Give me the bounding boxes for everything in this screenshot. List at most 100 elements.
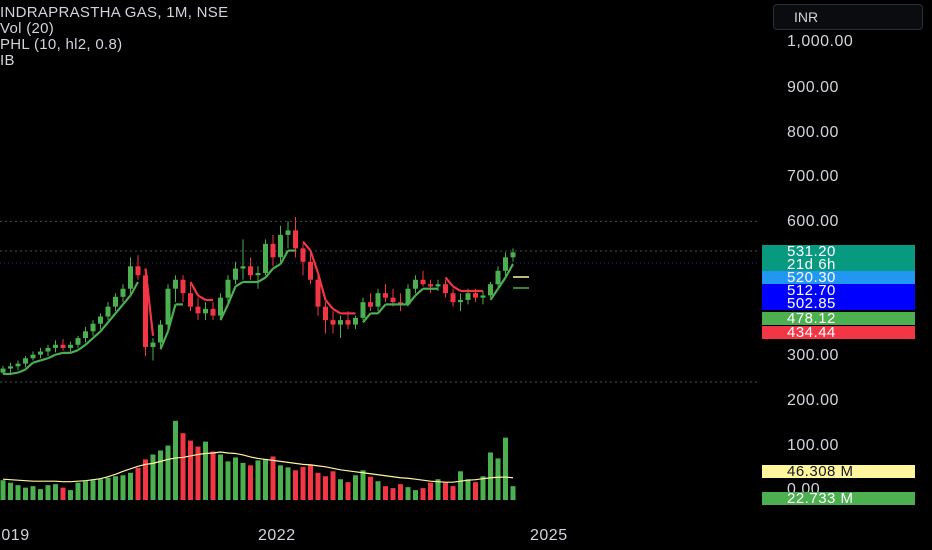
price-label-502: 502.85: [762, 297, 915, 310]
candle-body: [0, 368, 6, 373]
candle-body: [113, 296, 118, 307]
price-chart[interactable]: [0, 0, 760, 550]
candle-body: [405, 288, 411, 305]
candle-body: [105, 306, 111, 317]
candle-body: [165, 288, 171, 325]
candle-body: [375, 293, 381, 307]
phl-indicator-label[interactable]: PHL (10, hl2, 0.8): [0, 36, 123, 53]
phl-line: [122, 294, 132, 306]
candle-body: [443, 284, 448, 294]
price-tick: 300.00: [787, 347, 839, 364]
candle-body: [293, 230, 298, 249]
phl-line: [272, 263, 282, 270]
candle-body: [240, 266, 246, 269]
phl-line: [264, 267, 274, 279]
price-label-520: 520.30: [762, 271, 915, 284]
candle-body: [135, 266, 141, 276]
candle-body: [15, 363, 21, 367]
volume-bar: [113, 476, 118, 500]
phl-line: [444, 276, 454, 288]
volume-bar: [30, 486, 36, 500]
phl-line: [414, 287, 424, 297]
volume-bar: [383, 486, 388, 500]
candle-body: [23, 358, 28, 364]
volume-bar: [495, 458, 501, 500]
volume-bar: [390, 488, 396, 500]
volume-bar: [233, 457, 238, 500]
volume-bar: [285, 467, 291, 500]
candle-body: [60, 344, 66, 348]
price-tick: 900.00: [787, 79, 839, 96]
volume-bar: [503, 437, 508, 500]
candle-body: [323, 306, 328, 321]
candle-body: [338, 320, 343, 325]
phl-line: [129, 281, 139, 296]
candle-body: [180, 279, 186, 294]
volume-bar: [173, 420, 178, 500]
volume-indicator-label[interactable]: Vol (20): [0, 20, 55, 37]
candle-body: [300, 248, 306, 262]
candle-body: [458, 299, 463, 303]
symbol-title[interactable]: INDRAPRASTHA GAS, 1M, NSE: [0, 4, 229, 21]
volume-bar: [83, 481, 88, 500]
volume-bar: [330, 471, 336, 500]
phl-line: [40, 357, 49, 362]
volume-bar: [150, 454, 156, 500]
volume-bar: [345, 482, 351, 500]
candle-body: [173, 279, 178, 289]
phl-line: [377, 303, 387, 315]
volume-bar: [60, 487, 66, 500]
volume-bar: [375, 481, 381, 500]
volume-bar: [308, 464, 313, 500]
price-tick: 100.00: [787, 437, 839, 454]
last-price-label: 531.20: [762, 245, 915, 258]
candle-body: [90, 323, 96, 332]
currency-button[interactable]: INR: [773, 4, 923, 30]
price-tick: 800.00: [787, 124, 839, 141]
candle-body: [503, 257, 508, 271]
candle-body: [488, 284, 493, 296]
volume-bar: [360, 470, 366, 500]
candle-body: [480, 295, 486, 298]
candle-body: [128, 266, 133, 289]
phl-line: [107, 312, 117, 324]
volume-bar: [8, 482, 13, 500]
phl-line: [70, 349, 79, 354]
phl-line: [234, 281, 244, 288]
volume-bar: [270, 456, 276, 500]
phl-line: [279, 250, 289, 265]
price-label-512: 512.70: [762, 284, 915, 297]
candle-body: [473, 293, 478, 298]
phl-line: [489, 288, 499, 301]
candle-body: [285, 230, 291, 235]
candle-body: [330, 320, 336, 325]
volume-bar: [510, 486, 516, 500]
volume-bar: [263, 458, 268, 500]
volume-bar: [428, 482, 433, 500]
phl-line: [55, 351, 64, 356]
phl-line: [144, 268, 155, 336]
phl-line: [452, 285, 462, 292]
volume-bar: [353, 475, 358, 500]
price-tick: 700.00: [787, 168, 839, 185]
phl-support-label: 478.12: [762, 312, 915, 325]
phl-line: [17, 368, 26, 374]
volume-ma-label: 46.308 M: [762, 465, 915, 478]
phl-line: [114, 303, 124, 315]
volume-bar: [120, 475, 126, 500]
candle-body: [45, 347, 51, 352]
volume-bar: [203, 441, 208, 500]
volume-bar: [368, 476, 373, 500]
candle-body: [315, 279, 321, 307]
candle-body: [120, 288, 126, 297]
volume-bar: [300, 466, 306, 500]
candle-body: [53, 344, 58, 348]
volume-bar: [405, 487, 411, 500]
candle-body: [255, 273, 261, 276]
candle-body: [428, 284, 433, 287]
ib-indicator-label[interactable]: IB: [0, 52, 15, 69]
candle-body: [413, 279, 418, 289]
volume-bar: [195, 446, 201, 500]
candle-body: [218, 297, 223, 316]
candle-body: [398, 302, 403, 305]
